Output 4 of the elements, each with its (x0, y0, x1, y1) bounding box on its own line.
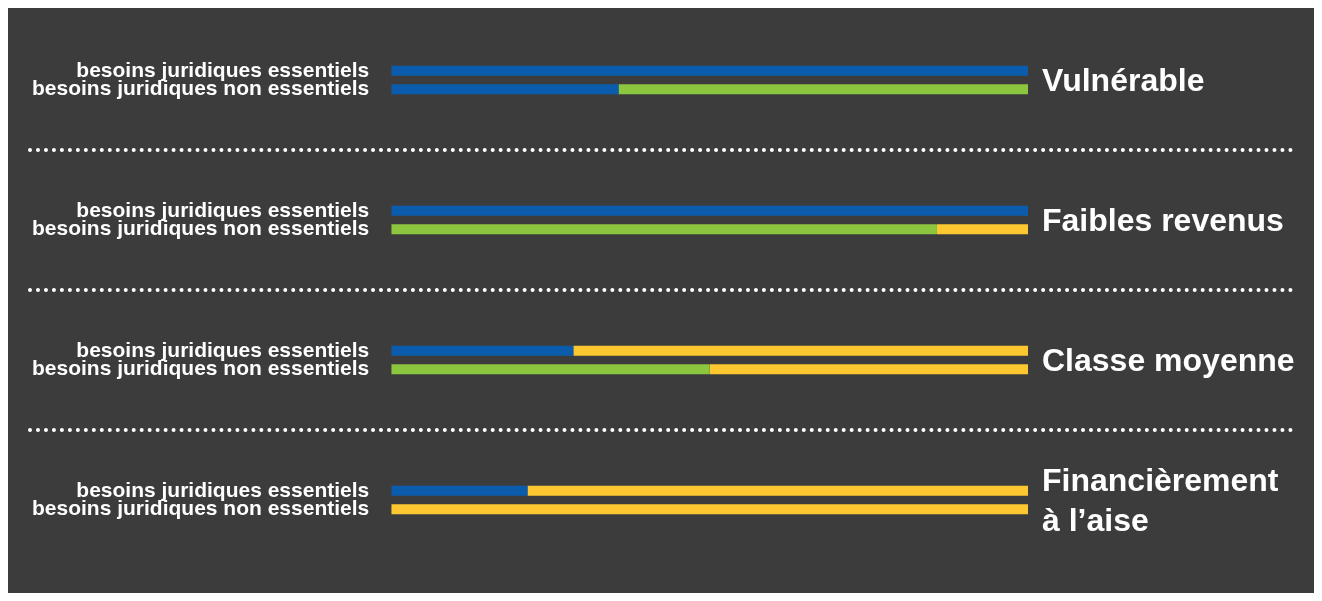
text: Financièrement à l’aise (1042, 461, 1280, 540)
text: Classe moyenne (1042, 341, 1296, 380)
text: Faibles revenus (1042, 201, 1285, 240)
text: Vulnérable (1042, 61, 1206, 100)
